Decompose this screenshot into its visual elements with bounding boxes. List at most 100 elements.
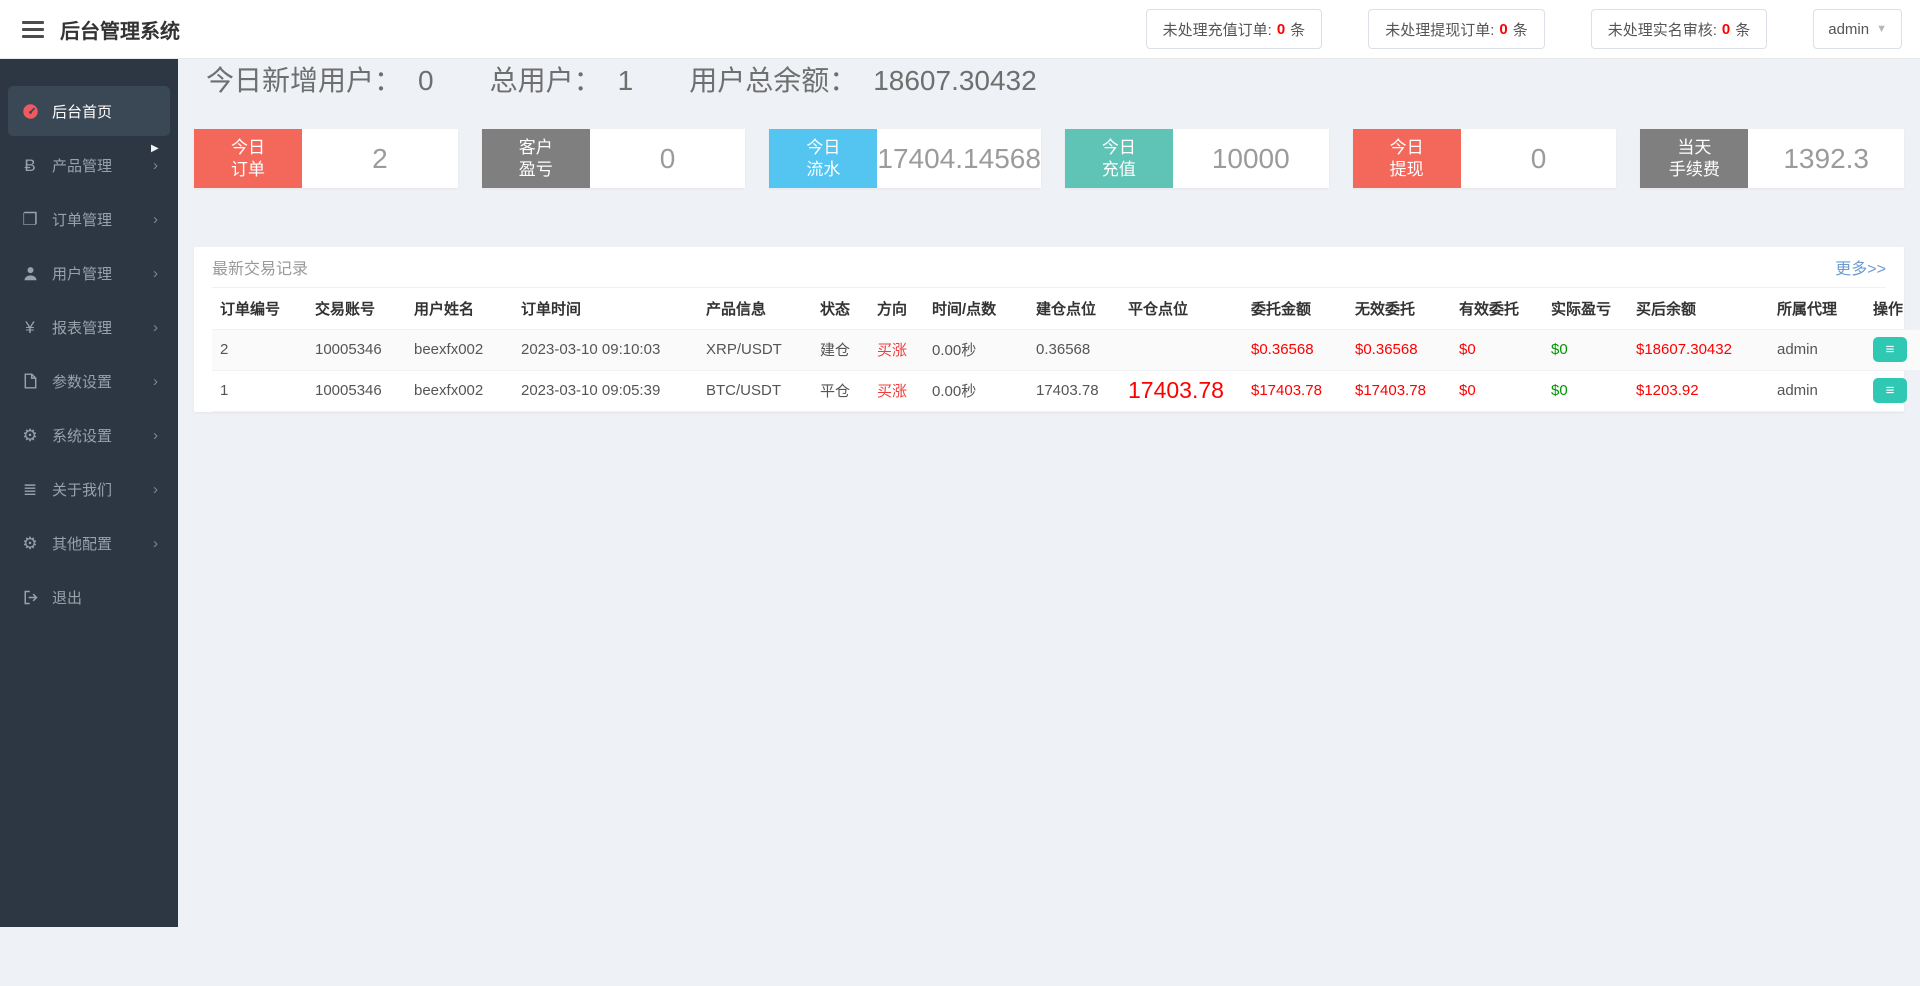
column-header: 时间/点数 [924,288,1028,329]
sidebar-item-用户管理[interactable]: 用户管理› [8,248,170,298]
stat-card-label: 今日充值 [1065,129,1173,188]
stat-card-label: 客户盈亏 [482,129,590,188]
stat-card-value: 0 [590,129,746,188]
stat-new-users-label: 今日新增用户： [206,59,402,99]
stat-card-label: 今日流水 [769,129,877,188]
badge-label: 未处理提现订单: [1385,19,1494,40]
badge-unit: 条 [1735,19,1750,40]
column-header: 订单编号 [212,288,307,329]
stat-card-label-line: 盈亏 [519,159,553,180]
chevron-right-icon: › [153,157,158,174]
cell-invalid-entrust: $0.36568 [1347,329,1451,370]
sidebar-item-label: 系统设置 [52,425,112,446]
cell-balance-after: $1203.92 [1628,370,1769,411]
cell-actual-profit: $0 [1543,329,1628,370]
cell-order-no: 1 [212,370,307,411]
badge-count: 0 [1277,21,1285,38]
sidebar-item-报表管理[interactable]: ¥报表管理› [8,302,170,352]
panel-header: 最新交易记录 更多>> [212,247,1886,288]
cell-account: 10005346 [307,329,406,370]
sidebar-item-后台首页[interactable]: 后台首页 [8,86,170,136]
more-link[interactable]: 更多>> [1835,255,1886,279]
stat-card-label-line: 手续费 [1669,159,1720,180]
stat-card-label-line: 提现 [1390,159,1424,180]
sidebar-item-订单管理[interactable]: ❐订单管理› [8,194,170,244]
column-header: 用户姓名 [406,288,513,329]
cell-actual-profit: $0 [1543,370,1628,411]
stat-card-label-line: 今日 [806,137,840,158]
cell-open-point: 0.36568 [1028,329,1120,370]
column-header: 交易账号 [307,288,406,329]
column-header: 订单时间 [513,288,698,329]
chevron-right-icon: › [153,211,158,228]
cell-username: beexfx002 [406,329,513,370]
cell-username: beexfx002 [406,370,513,411]
user-name: admin [1828,21,1869,38]
stat-card-label: 当天手续费 [1640,129,1748,188]
stat-card-label-line: 客户 [519,137,553,158]
stat-total-balance-value: 18607.30432 [873,65,1037,97]
badge-count: 0 [1499,21,1507,38]
cell-status: 建仓 [812,329,869,370]
sidebar-item-退出[interactable]: 退出 [8,572,170,622]
hamburger-menu-icon[interactable] [22,21,44,38]
sidebar-item-label: 参数设置 [52,371,112,392]
column-header: 无效委托 [1347,288,1451,329]
list-detail-icon: ≡ [1886,342,1895,357]
cell-invalid-entrust: $17403.78 [1347,370,1451,411]
cell-direction: 买涨 [869,329,924,370]
stat-total-users: 总用户： 1 [490,59,634,99]
stat-card-label-line: 今日 [1102,137,1136,158]
sidebar-expand-arrow-icon[interactable]: ▶ [151,143,159,154]
trades-table: 订单编号交易账号用户姓名订单时间产品信息状态方向时间/点数建仓点位平仓点位委托金… [212,288,1920,412]
sidebar-item-label: 其他配置 [52,533,112,554]
stat-card-label-line: 流水 [806,159,840,180]
sidebar-item-关于我们[interactable]: ≣关于我们› [8,464,170,514]
badge-label: 未处理实名审核: [1608,19,1717,40]
chevron-right-icon: › [153,535,158,552]
badge-count: 0 [1722,21,1730,38]
cell-product: BTC/USDT [698,370,812,411]
badge-unit: 条 [1290,19,1305,40]
list-icon: ≣ [20,481,40,498]
stat-card-value: 17404.14568 [877,129,1041,188]
cell-actions: ≡ [1865,329,1920,370]
cell-duration: 0.00秒 [924,329,1028,370]
sidebar-item-参数设置[interactable]: 参数设置› [8,356,170,406]
column-header: 实际盈亏 [1543,288,1628,329]
row-detail-button[interactable]: ≡ [1873,378,1907,403]
cell-time: 2023-03-10 09:10:03 [513,329,698,370]
stat-new-users-value: 0 [418,65,434,97]
column-header: 操作 [1865,288,1920,329]
sidebar-item-其他配置[interactable]: ⚙ 其他配置 › [8,518,170,568]
cell-close-point: 17403.78 [1120,370,1243,411]
user-dropdown[interactable]: admin ▼ [1813,9,1902,49]
column-header: 产品信息 [698,288,812,329]
sidebar-item-label: 订单管理 [52,209,112,230]
user-icon [20,266,40,281]
stat-total-balance-label: 用户总余额： [689,59,857,99]
cell-product: XRP/USDT [698,329,812,370]
sidebar-item-系统设置[interactable]: ⚙系统设置› [8,410,170,460]
panel-title: 最新交易记录 [212,255,308,279]
stat-card-label-line: 今日 [1390,137,1424,158]
list-detail-icon: ≡ [1886,383,1895,398]
chevron-right-icon: › [153,481,158,498]
cell-status: 平仓 [812,370,869,411]
row-detail-button[interactable]: ≡ [1873,337,1907,362]
logout-icon [20,590,40,605]
gear-icon: ⚙ [20,535,40,552]
